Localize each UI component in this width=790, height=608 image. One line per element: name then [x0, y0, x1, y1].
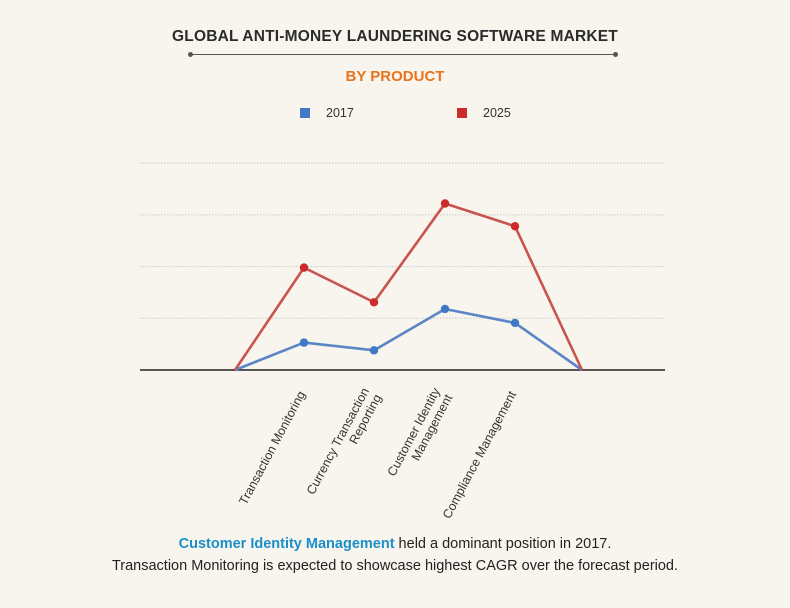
- legend-swatch-2017: [300, 108, 310, 118]
- data-point-2025-4: [510, 222, 520, 231]
- divider-left-dot: [188, 51, 193, 57]
- series-line-2025: [233, 202, 584, 371]
- data-point-2025-3: [440, 199, 450, 208]
- x-tick-label-line: Currency Transaction: [304, 385, 372, 497]
- data-point-2017-4: [510, 318, 520, 328]
- data-point-2017-2: [369, 346, 379, 355]
- x-tick-label-3: Customer IdentityManagement: [385, 385, 456, 485]
- x-tick-label-text-4: Compliance Management: [440, 388, 519, 521]
- x-tick-label-text-1: Transaction Monitoring: [236, 389, 308, 507]
- x-tick-label-line: Transaction Monitoring: [236, 389, 308, 507]
- legend-label-2017: 2017: [326, 106, 354, 120]
- divider-right-dot: [613, 51, 618, 57]
- data-point-2017-3: [440, 304, 450, 314]
- data-point-2017-1: [299, 338, 309, 347]
- chart-subtitle: BY PRODUCT: [345, 68, 445, 85]
- data-point-2025-2: [369, 298, 379, 307]
- x-tick-label-4: Compliance Management: [440, 388, 519, 521]
- data-point-2025-1: [299, 263, 309, 272]
- chart-title: GLOBAL ANTI-MONEY LAUNDERING SOFTWARE MA…: [172, 28, 618, 45]
- footer-line-1: Customer Identity Management held a domi…: [0, 536, 790, 552]
- footer-line-1-rest: held a dominant position in 2017.: [394, 536, 612, 552]
- x-tick-label-1: Transaction Monitoring: [236, 389, 308, 507]
- legend-label-2025: 2025: [483, 106, 511, 120]
- series-line-2017: [234, 307, 583, 372]
- x-tick-label-2: Currency TransactionReporting: [304, 385, 385, 503]
- footer-highlight: Customer Identity Management: [178, 536, 395, 552]
- legend-item-2025: 2025: [457, 106, 511, 120]
- footer-line-2: Transaction Monitoring is expected to sh…: [111, 558, 679, 574]
- x-tick-label-text-3: Customer IdentityManagement: [385, 385, 456, 485]
- legend-item-2017: 2017: [300, 106, 354, 120]
- x-tick-label-line: Compliance Management: [440, 388, 519, 521]
- title-divider: [190, 54, 616, 55]
- x-tick-label-text-2: Currency TransactionReporting: [304, 385, 385, 503]
- legend-swatch-2025: [457, 108, 467, 118]
